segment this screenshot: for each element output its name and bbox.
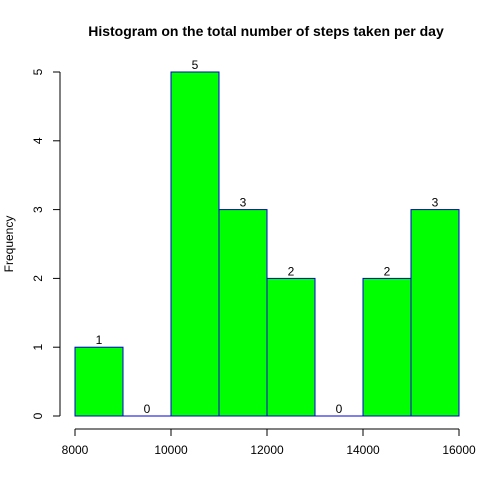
x-tick-label: 8000 [62, 443, 89, 457]
bar-count-label: 3 [432, 196, 439, 210]
x-tick-label: 12000 [250, 443, 284, 457]
bar-count-label: 1 [96, 333, 103, 347]
chart-title: Histogram on the total number of steps t… [88, 23, 444, 39]
bar-count-label: 0 [144, 402, 151, 416]
bar [170, 71, 220, 417]
y-axis: 0 1 2 3 4 5 [31, 68, 61, 419]
bar-count-label: 5 [192, 58, 199, 72]
bar-count-label: 2 [288, 264, 295, 278]
bar-count-label: 0 [336, 402, 343, 416]
y-tick-label: 0 [31, 412, 45, 419]
bar [266, 277, 316, 417]
bar-count-label: 3 [240, 196, 247, 210]
y-tick-label: 4 [31, 137, 45, 144]
x-tick-label: 14000 [346, 443, 380, 457]
bar-count-label: 2 [384, 264, 391, 278]
y-axis-label: Frequency [2, 216, 16, 273]
bar [410, 209, 460, 417]
x-tick-label: 10000 [154, 443, 188, 457]
x-axis: 8000 10000 12000 14000 16000 [62, 428, 476, 457]
bars-group [74, 71, 460, 417]
y-tick-label: 1 [31, 344, 45, 351]
bar [218, 209, 268, 417]
bar [74, 346, 124, 417]
y-tick-label: 5 [31, 68, 45, 75]
bar [362, 277, 412, 417]
x-tick-label: 16000 [442, 443, 476, 457]
y-tick-label: 2 [31, 275, 45, 282]
y-tick-label: 3 [31, 206, 45, 213]
bar-labels-group: 1 0 5 3 2 0 2 3 [96, 58, 439, 416]
